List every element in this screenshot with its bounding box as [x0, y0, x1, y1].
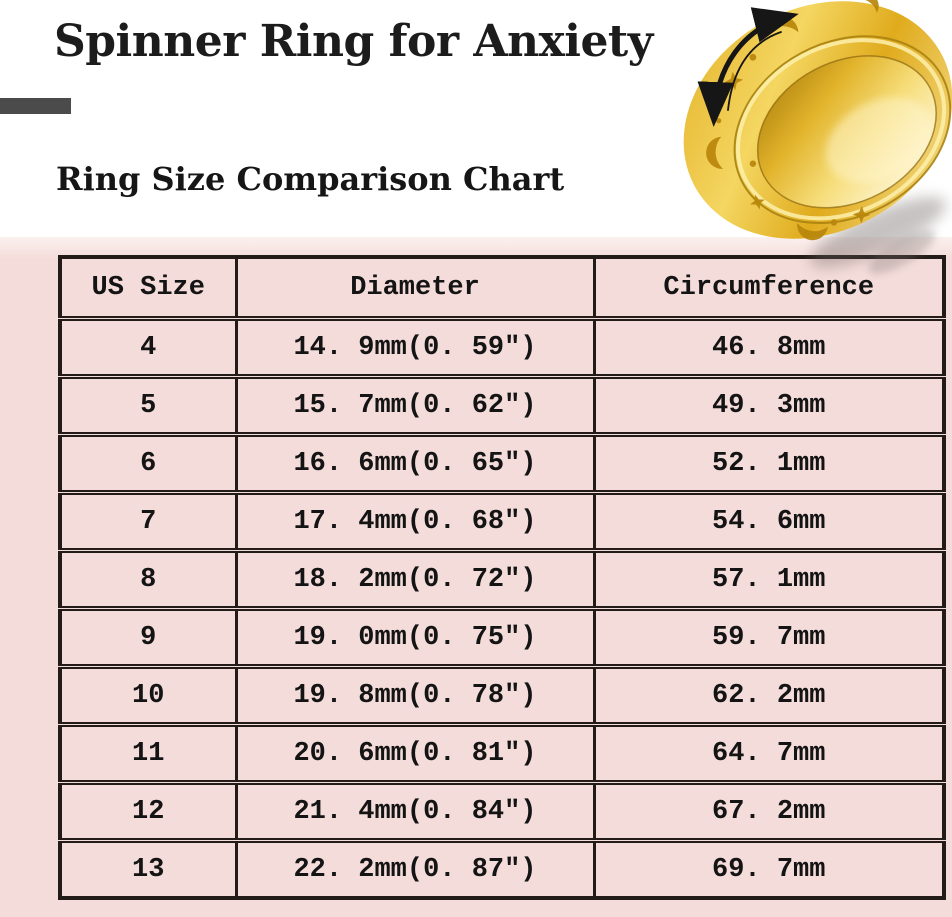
- cell-diameter: 18. 2mm(0. 72″): [234, 548, 596, 609]
- header-diameter: Diameter: [234, 257, 596, 321]
- cell-diameter: 21. 4mm(0. 84″): [234, 780, 596, 841]
- cell-us-size: 6: [58, 432, 238, 493]
- cell-us-size: 7: [58, 490, 238, 551]
- table-row: 5 15. 7mm(0. 62″) 49. 3mm: [58, 374, 946, 435]
- cell-circumference: 49. 3mm: [592, 374, 946, 435]
- cell-diameter: 19. 0mm(0. 75″): [234, 606, 596, 667]
- table-row: 12 21. 4mm(0. 84″) 67. 2mm: [58, 780, 946, 841]
- cell-circumference: 62. 2mm: [592, 664, 946, 725]
- table-row: 10 19. 8mm(0. 78″) 62. 2mm: [58, 664, 946, 725]
- cell-circumference: 54. 6mm: [592, 490, 946, 551]
- cell-us-size: 9: [58, 606, 238, 667]
- cell-circumference: 52. 1mm: [592, 432, 946, 493]
- cell-diameter: 16. 6mm(0. 65″): [234, 432, 596, 493]
- page-title: Spinner Ring for Anxiety: [54, 16, 653, 67]
- cell-circumference: 64. 7mm: [592, 722, 946, 783]
- cell-us-size: 12: [58, 780, 238, 841]
- size-table-body: 4 14. 9mm(0. 59″) 46. 8mm 5 15. 7mm(0. 6…: [58, 316, 946, 898]
- table-row: 6 16. 6mm(0. 65″) 52. 1mm: [58, 432, 946, 493]
- cell-us-size: 13: [58, 838, 238, 898]
- table-row: 13 22. 2mm(0. 87″) 69. 7mm: [58, 838, 946, 898]
- table-row: 9 19. 0mm(0. 75″) 59. 7mm: [58, 606, 946, 667]
- table-row: 11 20. 6mm(0. 81″) 64. 7mm: [58, 722, 946, 783]
- size-table: US Size Diameter Circumference 4 14. 9mm…: [58, 255, 946, 900]
- cell-circumference: 59. 7mm: [592, 606, 946, 667]
- chart-title: Ring Size Comparison Chart: [56, 160, 565, 198]
- cell-us-size: 4: [58, 316, 238, 377]
- cell-circumference: 69. 7mm: [592, 838, 946, 898]
- cell-us-size: 11: [58, 722, 238, 783]
- cell-diameter: 14. 9mm(0. 59″): [234, 316, 596, 377]
- cell-diameter: 15. 7mm(0. 62″): [234, 374, 596, 435]
- table-row: 7 17. 4mm(0. 68″) 54. 6mm: [58, 490, 946, 551]
- cell-diameter: 17. 4mm(0. 68″): [234, 490, 596, 551]
- cell-diameter: 20. 6mm(0. 81″): [234, 722, 596, 783]
- cell-circumference: 46. 8mm: [592, 316, 946, 377]
- rotation-arrow-icon: [697, 7, 799, 127]
- cell-us-size: 10: [58, 664, 238, 725]
- cell-diameter: 19. 8mm(0. 78″): [234, 664, 596, 725]
- cell-us-size: 8: [58, 548, 238, 609]
- cell-us-size: 5: [58, 374, 238, 435]
- header-us-size: US Size: [58, 257, 238, 321]
- cell-circumference: 67. 2mm: [592, 780, 946, 841]
- table-row: 4 14. 9mm(0. 59″) 46. 8mm: [58, 316, 946, 377]
- decorative-gray-bar: [0, 98, 71, 114]
- cell-circumference: 57. 1mm: [592, 548, 946, 609]
- table-header-row: US Size Diameter Circumference: [58, 257, 946, 321]
- cell-diameter: 22. 2mm(0. 87″): [234, 838, 596, 898]
- header-circumference: Circumference: [592, 257, 946, 321]
- table-row: 8 18. 2mm(0. 72″) 57. 1mm: [58, 548, 946, 609]
